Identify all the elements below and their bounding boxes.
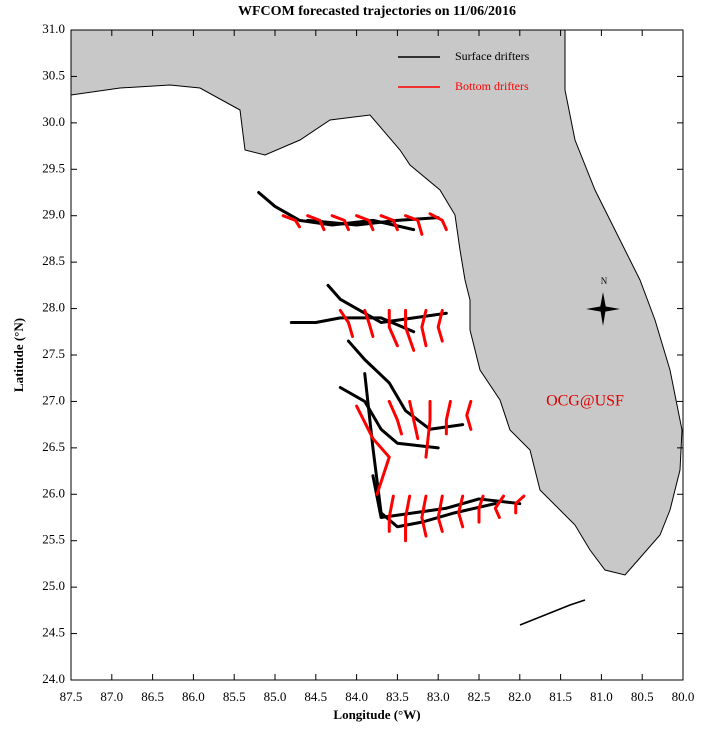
trajectory [306, 214, 326, 232]
trajectory [436, 494, 444, 533]
trajectory [493, 494, 505, 519]
trajectory [424, 399, 432, 459]
x-tick-label: 81.5 [549, 689, 572, 704]
trajectory [363, 372, 497, 529]
x-tick-label: 83.5 [386, 689, 409, 704]
trajectory [387, 494, 395, 533]
trajectory [326, 283, 448, 324]
trajectory [408, 399, 420, 441]
trajectory [387, 308, 399, 348]
trajectory [371, 474, 522, 519]
x-tick-label: 85.5 [223, 689, 246, 704]
y-tick-label: 26.5 [42, 439, 65, 454]
x-tick-label: 83.0 [427, 689, 450, 704]
trajectory [355, 214, 375, 232]
compass: N [586, 276, 620, 326]
keys [519, 599, 586, 626]
trajectory [281, 214, 301, 229]
trajectory [355, 404, 391, 496]
trajectory [457, 494, 465, 529]
x-tick-label: 82.0 [508, 689, 531, 704]
trajectory [420, 308, 428, 348]
y-tick-label: 30.0 [42, 114, 65, 129]
trajectory [338, 386, 440, 450]
trajectory-group [257, 191, 522, 529]
trajectory [404, 214, 424, 236]
trajectory [477, 494, 485, 524]
trajectory [428, 212, 448, 232]
legend-label: Bottom drifters [455, 79, 529, 93]
y-axis-label: Latitude (°N) [11, 318, 26, 392]
x-tick-label: 82.5 [468, 689, 491, 704]
y-tick-label: 27.0 [42, 392, 65, 407]
y-tick-label: 29.0 [42, 207, 65, 222]
y-tick-label: 25.0 [42, 578, 65, 593]
trajectory [420, 494, 428, 538]
compass-cross [586, 306, 620, 312]
x-tick-label: 81.0 [590, 689, 613, 704]
x-tick-label: 84.5 [304, 689, 327, 704]
land [70, 29, 683, 576]
x-tick-label: 87.0 [100, 689, 123, 704]
y-tick-label: 26.0 [42, 485, 65, 500]
y-tick-label: 27.5 [42, 346, 65, 361]
x-tick-label: 84.0 [345, 689, 368, 704]
trajectory [330, 214, 350, 232]
trajectory [363, 308, 375, 338]
legend-label: Surface drifters [455, 49, 530, 63]
trajectory [436, 308, 444, 343]
y-tick-label: 28.5 [42, 253, 65, 268]
chart-title: WFCOM forecasted trajectories on 11/06/2… [238, 4, 516, 19]
trajectory [404, 308, 416, 352]
annotation: OCG@USF [546, 393, 624, 410]
trajectory [465, 399, 473, 431]
x-tick-label: 86.0 [182, 689, 205, 704]
trajectory [338, 308, 355, 338]
trajectory [289, 316, 416, 334]
y-tick-label: 31.0 [42, 21, 65, 36]
trajectory [387, 399, 403, 436]
x-tick-label: 80.5 [631, 689, 654, 704]
x-tick-label: 85.0 [264, 689, 287, 704]
y-tick-label: 24.5 [42, 625, 65, 640]
x-tick-label: 87.5 [60, 689, 83, 704]
trajectory [404, 494, 412, 543]
x-tick-label: 86.5 [141, 689, 164, 704]
y-tick-label: 29.5 [42, 160, 65, 175]
trajectory [514, 494, 526, 515]
trajectory [379, 214, 399, 232]
trajectory-group [281, 212, 526, 543]
trajectory [346, 339, 465, 431]
y-tick-label: 30.5 [42, 67, 65, 82]
y-tick-label: 24.0 [42, 671, 65, 686]
x-axis-label: Longitude (°W) [333, 707, 420, 722]
y-tick-label: 28.0 [42, 300, 65, 315]
y-tick-label: 25.5 [42, 532, 65, 547]
x-tick-label: 80.0 [672, 689, 695, 704]
compass-label: N [601, 276, 608, 286]
trajectory [444, 399, 452, 436]
